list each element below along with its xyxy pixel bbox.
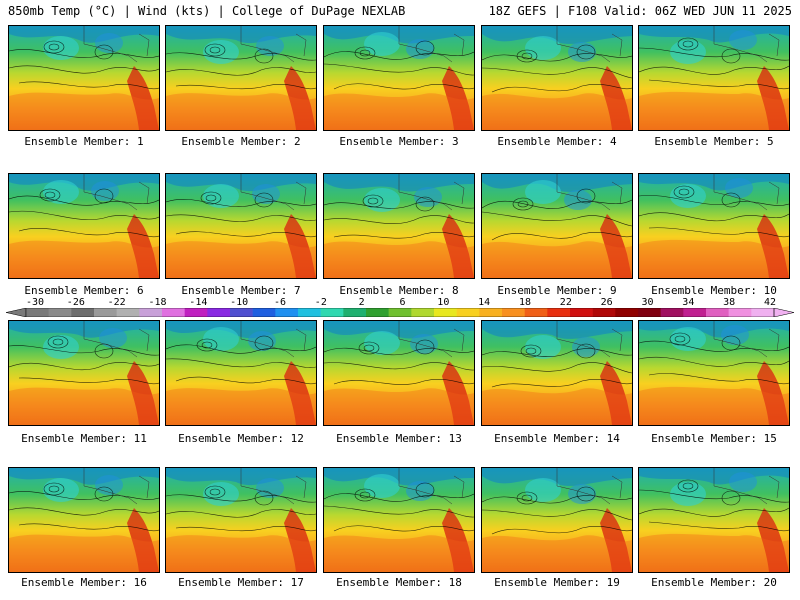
ensemble-member-map-12 xyxy=(165,320,317,426)
temperature-map xyxy=(482,468,632,572)
ensemble-member-map-6 xyxy=(8,173,160,279)
colorbar-tick-label: 22 xyxy=(559,297,572,308)
colorbar-tick-label: 30 xyxy=(641,297,654,308)
temperature-map xyxy=(639,174,789,278)
colorbar-tick-labels: -30 -26 -22 -18 -14 -10 -6 -2 2 6 10 14 18 22 26 30 34 38… xyxy=(6,297,794,308)
ensemble-member-label: Ensemble Member: 9 xyxy=(497,284,617,297)
ensemble-member-label: Ensemble Member: 13 xyxy=(336,432,462,445)
ensemble-member-label: Ensemble Member: 19 xyxy=(494,576,620,589)
temperature-map xyxy=(166,174,316,278)
ensemble-member-map-20 xyxy=(638,467,790,573)
colorbar-tick-label: -18 xyxy=(148,297,167,308)
temperature-map xyxy=(639,468,789,572)
temperature-map xyxy=(324,321,474,425)
ensemble-member-label: Ensemble Member: 12 xyxy=(178,432,304,445)
colorbar-tick-label: 2 xyxy=(358,297,365,308)
temperature-map xyxy=(482,174,632,278)
ensemble-member-map-14 xyxy=(481,320,633,426)
temperature-map xyxy=(9,321,159,425)
ensemble-member-map-13 xyxy=(323,320,475,426)
ensemble-member-map-10 xyxy=(638,173,790,279)
temperature-map xyxy=(482,321,632,425)
colorbar-tick-label: -26 xyxy=(66,297,85,308)
colorbar-tick-label: 38 xyxy=(723,297,736,308)
ensemble-member-label: Ensemble Member: 15 xyxy=(651,432,777,445)
ensemble-member-map-17 xyxy=(165,467,317,573)
header: 850mb Temp (°C) | Wind (kts) | College o… xyxy=(0,0,800,22)
temperature-map xyxy=(324,174,474,278)
temperature-colorbar: -30 -26 -22 -18 -14 -10 -6 -2 2 6 10 14 18 22 26 30 34 38… xyxy=(6,297,794,319)
map-title: 850mb Temp (°C) | Wind (kts) | College o… xyxy=(8,4,406,18)
temperature-map xyxy=(324,468,474,572)
ensemble-member-label: Ensemble Member: 2 xyxy=(181,135,301,148)
colorbar-tick-label: 10 xyxy=(437,297,450,308)
temperature-map xyxy=(324,26,474,130)
temperature-map xyxy=(9,174,159,278)
ensemble-member-map-11 xyxy=(8,320,160,426)
ensemble-member-label: Ensemble Member: 14 xyxy=(494,432,620,445)
ensemble-member-map-16 xyxy=(8,467,160,573)
ensemble-member-label: Ensemble Member: 18 xyxy=(336,576,462,589)
temperature-map xyxy=(639,26,789,130)
ensemble-member-map-7 xyxy=(165,173,317,279)
temperature-map xyxy=(166,468,316,572)
run-valid-time: 18Z GEFS | F108 Valid: 06Z WED JUN 11 20… xyxy=(488,4,792,18)
ensemble-member-label: Ensemble Member: 8 xyxy=(339,284,459,297)
ensemble-member-label: Ensemble Member: 5 xyxy=(654,135,774,148)
colorbar-tick-label: -6 xyxy=(273,297,287,308)
temperature-map xyxy=(166,26,316,130)
ensemble-member-label: Ensemble Member: 3 xyxy=(339,135,459,148)
ensemble-member-map-9 xyxy=(481,173,633,279)
colorbar-tick-label: 18 xyxy=(518,297,532,308)
colorbar-tick-label: -30 xyxy=(25,297,45,308)
ensemble-member-map-5 xyxy=(638,25,790,131)
temperature-map xyxy=(9,26,159,130)
ensemble-member-label: Ensemble Member: 10 xyxy=(651,284,777,297)
ensemble-member-label: Ensemble Member: 6 xyxy=(24,284,144,297)
ensemble-member-map-15 xyxy=(638,320,790,426)
ensemble-member-label: Ensemble Member: 7 xyxy=(181,284,301,297)
ensemble-member-label: Ensemble Member: 16 xyxy=(21,576,147,589)
ensemble-member-label: Ensemble Member: 11 xyxy=(21,432,147,445)
temperature-map xyxy=(166,321,316,425)
ensemble-member-map-19 xyxy=(481,467,633,573)
colorbar-scale xyxy=(6,308,794,317)
colorbar-tick-label: 26 xyxy=(600,297,613,308)
ensemble-member-map-8 xyxy=(323,173,475,279)
ensemble-member-label: Ensemble Member: 4 xyxy=(497,135,617,148)
ensemble-member-label: Ensemble Member: 1 xyxy=(24,135,144,148)
colorbar-tick-label: -22 xyxy=(107,297,126,308)
ensemble-member-map-3 xyxy=(323,25,475,131)
colorbar-tick-label: 34 xyxy=(682,297,695,308)
temperature-map xyxy=(482,26,632,130)
colorbar-tick-label: -2 xyxy=(314,297,327,308)
colorbar-tick-label: 6 xyxy=(399,297,406,308)
colorbar-tick-label: -14 xyxy=(189,297,208,308)
ensemble-member-map-4 xyxy=(481,25,633,131)
temperature-map xyxy=(639,321,789,425)
colorbar-tick-label: 14 xyxy=(478,297,491,308)
colorbar-tick-label: -10 xyxy=(230,297,249,308)
ensemble-member-map-1 xyxy=(8,25,160,131)
ensemble-member-map-18 xyxy=(323,467,475,573)
ensemble-member-label: Ensemble Member: 17 xyxy=(178,576,304,589)
ensemble-member-label: Ensemble Member: 20 xyxy=(651,576,777,589)
colorbar-tick-label: 42 xyxy=(763,297,777,308)
temperature-map xyxy=(9,468,159,572)
ensemble-member-map-2 xyxy=(165,25,317,131)
